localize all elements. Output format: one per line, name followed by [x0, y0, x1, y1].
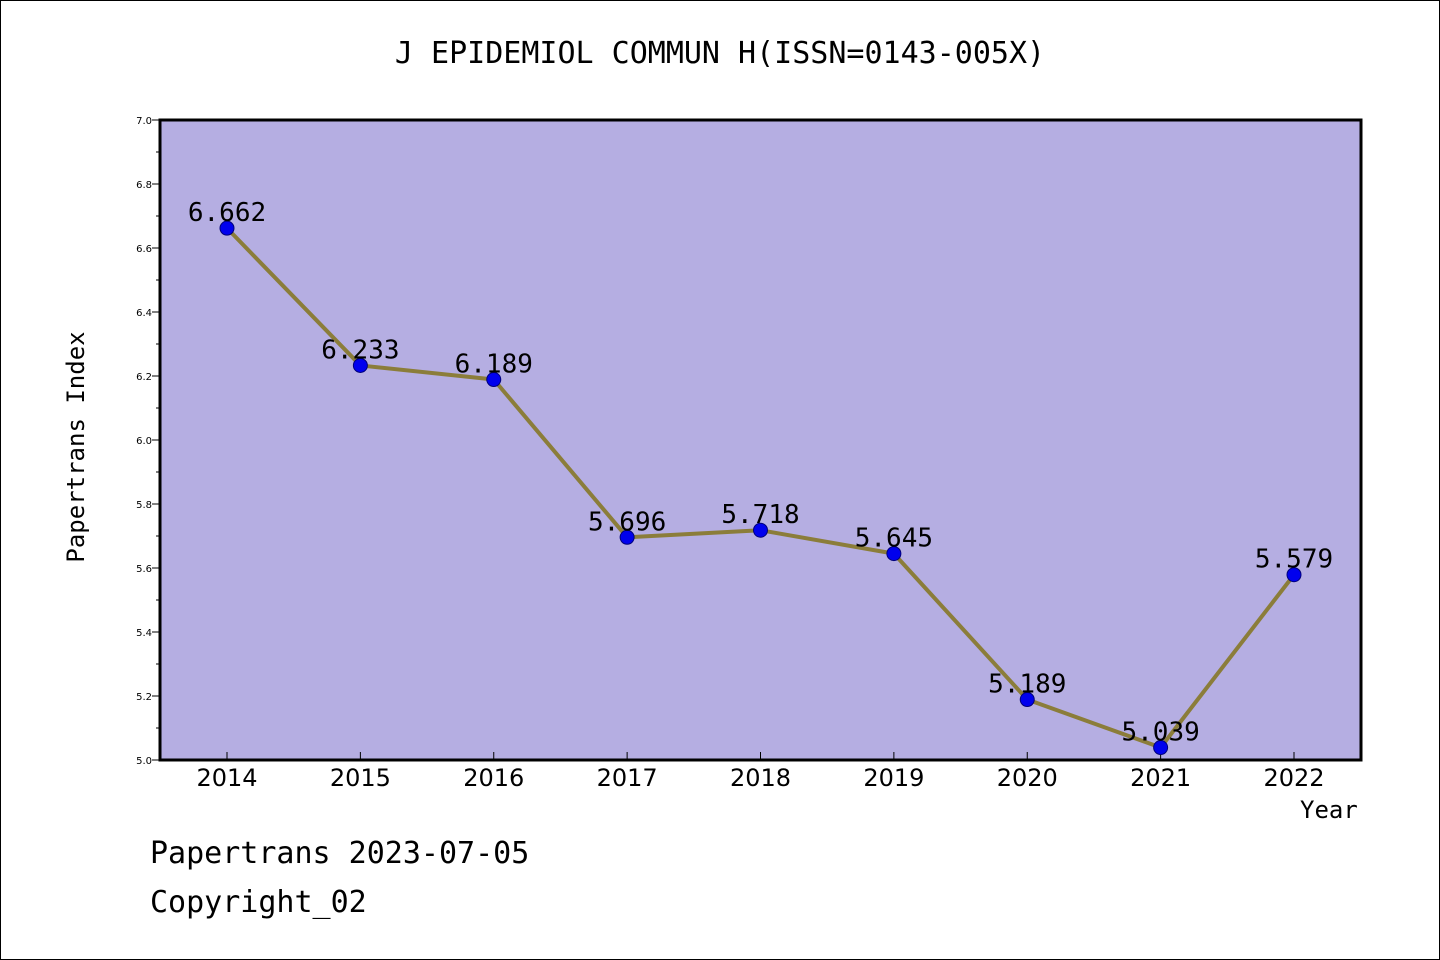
data-point [1153, 740, 1169, 756]
data-label: 5.189 [988, 670, 1066, 700]
x-tick-label: 2018 [730, 764, 791, 792]
chart-title: J EPIDEMIOL COMMUN H(ISSN=0143-005X) [394, 36, 1046, 71]
x-tick-label: 2017 [597, 764, 658, 792]
x-tick-label: 2021 [1130, 764, 1191, 792]
x-axis-label: Year [1300, 796, 1358, 824]
footer-date: Papertrans 2023-07-05 [150, 836, 530, 871]
x-tick-label: 2016 [463, 764, 524, 792]
data-point [486, 372, 502, 388]
x-axis: 2014 2015 2016 2017 2018 2019 2020 2021 2022 [196, 752, 1325, 792]
y-tick-label: 5.6 [136, 564, 152, 575]
y-tick-label: 6.8 [136, 180, 152, 191]
x-tick-label: 2022 [1263, 764, 1324, 792]
data-point [1019, 692, 1035, 708]
y-tick-label: 5.4 [136, 628, 152, 639]
x-tick-label: 2020 [997, 764, 1058, 792]
y-tick-label: 7.0 [136, 116, 152, 127]
data-label: 5.645 [855, 524, 933, 554]
data-point [619, 529, 635, 545]
data-point [753, 522, 768, 538]
data-label: 5.718 [721, 500, 799, 530]
data-points [219, 220, 1302, 756]
data-point [352, 357, 368, 373]
footer-copyright: Copyright_02 [150, 885, 367, 920]
y-tick-label: 5.0 [136, 756, 152, 767]
y-tick-label: 6.6 [136, 244, 152, 255]
y-tick-label: 5.8 [136, 500, 152, 511]
data-point [219, 220, 235, 236]
x-tick-label: 2015 [330, 764, 391, 792]
y-axis: 5.0 5.2 5.4 5.6 5.8 6.0 6.2 6.4 6.6 6.8 7.0 [136, 116, 160, 767]
data-point [886, 546, 902, 562]
y-tick-label: 5.2 [136, 692, 152, 703]
x-tick-label: 2019 [863, 764, 924, 792]
plot-border [158, 118, 1363, 762]
data-label: 5.579 [1255, 545, 1333, 575]
data-label: 5.039 [1121, 718, 1199, 748]
y-tick-label: 6.2 [136, 372, 152, 383]
data-label: 6.189 [455, 350, 533, 380]
data-point [1286, 567, 1302, 583]
x-tick-label: 2014 [196, 764, 257, 792]
y-tick-label: 6.0 [136, 436, 152, 447]
plot-area [160, 120, 1361, 760]
data-label: 6.233 [321, 335, 399, 365]
data-label: 6.662 [188, 198, 266, 228]
y-tick-label: 6.4 [136, 308, 152, 319]
data-label: 5.696 [588, 507, 666, 537]
data-labels: 6.662 6.233 6.189 5.696 5.718 5.645 5.189 5.039… [188, 198, 1333, 747]
